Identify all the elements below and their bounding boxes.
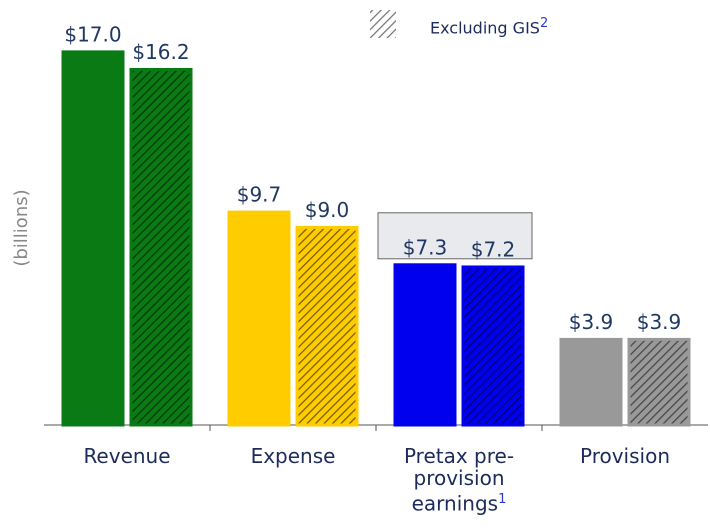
x-tick-label: Expense (223, 445, 363, 467)
category-label: Provision (579, 444, 670, 468)
value-label: $3.9 (637, 310, 682, 334)
value-label: $7.2 (471, 237, 516, 261)
footnote: 1 (498, 492, 507, 507)
bar (295, 225, 359, 427)
category-label: Pretax pre-provision earnings (403, 444, 515, 516)
value-label: $7.3 (403, 235, 448, 259)
y-axis-label: (billions) (11, 189, 32, 266)
highlight-box (377, 212, 533, 260)
value-label: $17.0 (64, 22, 121, 46)
footnote: 2 (539, 16, 549, 31)
bar (627, 337, 691, 427)
legend-label: Excluding GIS (430, 18, 540, 38)
bar (461, 265, 525, 427)
category-label: Expense (250, 444, 336, 468)
x-tick-label: Pretax pre-provision earnings1 (389, 445, 529, 515)
category-label: Revenue (83, 444, 171, 468)
bar (61, 50, 125, 427)
x-tick-label: Provision (555, 445, 695, 467)
bar (227, 210, 291, 427)
legend-entry: Excluding GIS2 (430, 16, 548, 37)
value-label: $9.0 (305, 198, 350, 222)
x-tick-label: Revenue (57, 445, 197, 467)
legend-swatch (370, 10, 396, 38)
bar (129, 67, 193, 427)
value-label: $9.7 (237, 183, 282, 207)
bar (393, 263, 457, 427)
bar (559, 337, 623, 427)
value-label: $16.2 (132, 40, 189, 64)
value-label: $3.9 (569, 310, 614, 334)
